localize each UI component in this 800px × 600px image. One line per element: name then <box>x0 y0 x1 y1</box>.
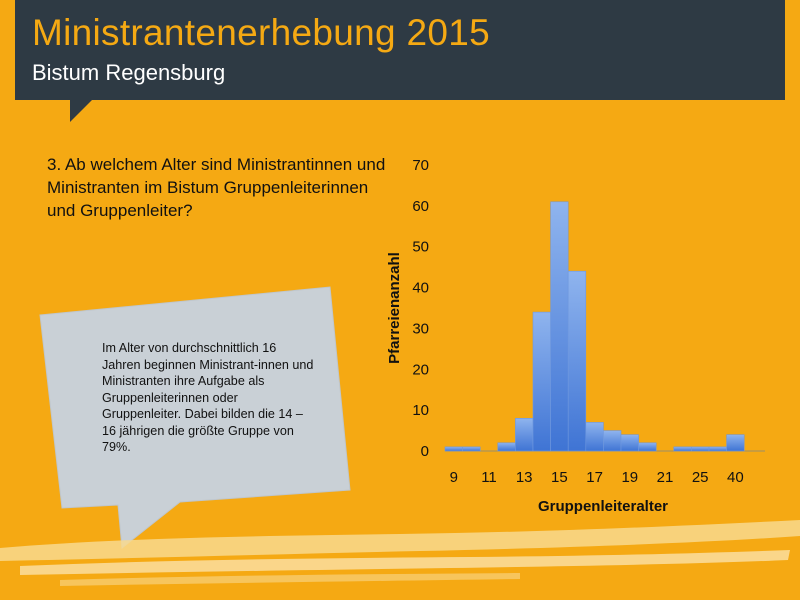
bar-age-10 <box>462 446 481 452</box>
y-tick-label: 40 <box>412 280 429 297</box>
x-tick-label: 25 <box>692 469 709 486</box>
header-bar <box>15 0 785 100</box>
x-tick-label: 9 <box>450 469 458 486</box>
bar-age-20 <box>638 442 657 452</box>
y-tick-label: 50 <box>412 239 429 256</box>
x-tick-label: 40 <box>727 469 744 486</box>
y-tick-label: 20 <box>412 361 429 378</box>
y-tick-label: 10 <box>412 402 429 419</box>
y-tick-label: 70 <box>412 157 429 174</box>
x-axis-label: Gruppenleiteralter <box>538 498 668 515</box>
page-subtitle: Bistum Regensburg <box>32 60 226 85</box>
y-tick-label: 30 <box>412 320 429 337</box>
bar-age-16 <box>567 270 587 452</box>
y-tick-label: 60 <box>412 198 429 215</box>
callout-text: Im Alter von durchschnittlich 16 Jahren … <box>102 341 314 454</box>
header-speech-tail <box>70 100 92 122</box>
bar-age-40 <box>726 434 745 452</box>
x-tick-label: 17 <box>586 469 603 486</box>
x-tick-label: 19 <box>621 469 638 486</box>
y-tick-label: 0 <box>421 443 429 460</box>
question-text: 3. Ab welchem Alter sind Ministrantinnen… <box>47 155 386 220</box>
x-tick-label: 21 <box>657 469 674 486</box>
x-tick-label: 11 <box>481 469 497 486</box>
x-tick-label: 13 <box>516 469 533 486</box>
x-tick-label: 15 <box>551 469 568 486</box>
page-title: Ministrantenerhebung 2015 <box>32 12 490 53</box>
y-axis-label: Pfarreienanzahl <box>386 252 403 364</box>
